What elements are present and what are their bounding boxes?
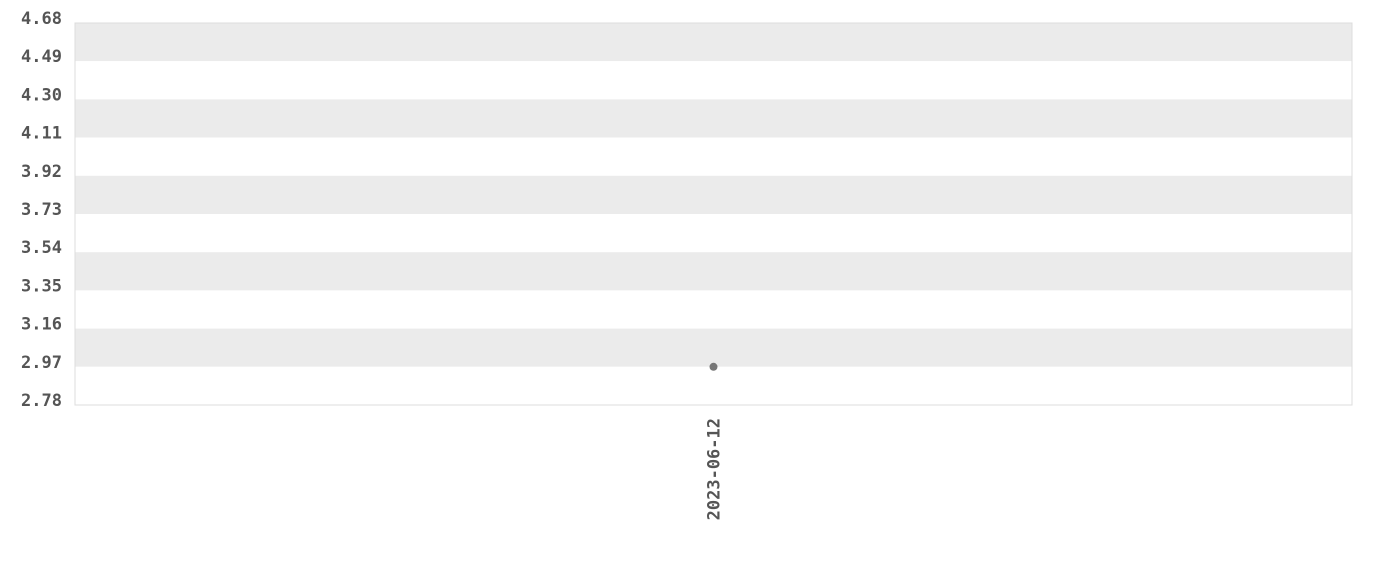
grid-band — [75, 252, 1352, 291]
grid-band — [75, 214, 1352, 253]
y-tick-label: 4.49 — [21, 47, 62, 67]
y-tick-label: 3.73 — [21, 200, 62, 220]
grid-band — [75, 61, 1352, 100]
x-tick-label: 2023-06-12 — [705, 418, 725, 520]
grid-band — [75, 290, 1352, 329]
grid-band — [75, 23, 1352, 62]
y-tick-label: 4.30 — [21, 85, 62, 105]
data-point — [709, 362, 718, 371]
y-tick-label: 3.16 — [21, 315, 62, 335]
y-tick-label: 3.35 — [21, 276, 62, 296]
plot-border — [74, 22, 1353, 406]
grid-band — [75, 366, 1352, 405]
y-tick-label: 2.97 — [21, 353, 62, 373]
grid-band — [75, 137, 1352, 176]
y-tick-label: 4.11 — [21, 124, 62, 144]
grid-band — [75, 175, 1352, 214]
y-tick-label: 4.68 — [21, 9, 62, 29]
grid-band — [75, 328, 1352, 367]
y-tick-label: 2.78 — [21, 391, 62, 411]
grid-band — [75, 99, 1352, 138]
y-tick-label: 3.92 — [21, 162, 62, 182]
y-tick-label: 3.54 — [21, 238, 62, 258]
